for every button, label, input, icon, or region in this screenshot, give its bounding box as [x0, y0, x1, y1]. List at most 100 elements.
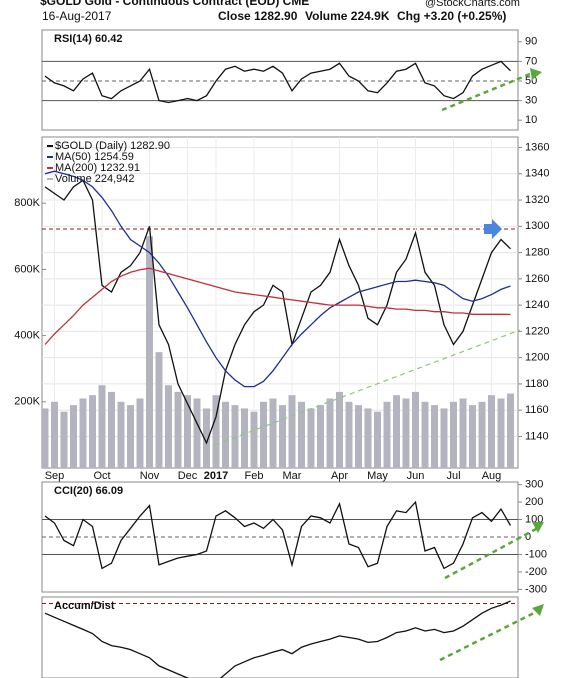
x-tick-label: 2017: [204, 470, 228, 482]
y-tick-label: 1200: [525, 352, 549, 364]
volume-bar: [193, 398, 201, 468]
volume-bar: [497, 398, 505, 468]
y-tick-label: 1220: [525, 325, 549, 337]
volume-bar: [364, 408, 372, 468]
panel-plot: [42, 137, 518, 468]
volume-bar: [127, 405, 134, 468]
volume-bar: [42, 408, 49, 468]
volume-bar: [383, 401, 391, 468]
volume-bar: [440, 408, 448, 468]
y-tick-label: 1260: [525, 273, 549, 285]
series-line: [44, 500, 512, 570]
volume-bar: [250, 411, 258, 468]
volume-bar: [260, 401, 267, 468]
volume-bar: [374, 411, 381, 468]
volume-bar: [212, 395, 220, 468]
volume-bar: [60, 411, 68, 468]
x-tick-label: Sep: [45, 470, 65, 482]
volume-bar: [469, 405, 476, 468]
x-tick-label: Dec: [178, 470, 198, 482]
y2-tick-label: 200K: [14, 396, 40, 408]
close: Close 1282.90: [218, 9, 298, 23]
y-tick-label: -300: [525, 583, 547, 595]
volume-bar: [98, 385, 106, 468]
volume-bar: [298, 401, 305, 468]
y-tick-label: 1140: [525, 430, 549, 442]
y-tick-label: 200: [525, 496, 543, 508]
volume-bar: [459, 398, 467, 468]
legend-title: CCI(20) 66.09: [54, 485, 123, 497]
volume-bar: [317, 405, 324, 468]
x-tick-label: Apr: [331, 470, 348, 482]
volume-bar: [89, 395, 96, 468]
volume-bar: [155, 352, 163, 468]
volume-bar: [203, 408, 210, 468]
x-tick-label: Jun: [407, 470, 425, 482]
volume-bar: [336, 391, 343, 468]
x-tick-label: May: [367, 470, 388, 482]
volume-bar: [450, 401, 457, 468]
y-tick-label: 30: [525, 94, 537, 106]
volume-bar: [488, 395, 495, 468]
legend-entry: $GOLD (Daily) 1282.90: [55, 140, 170, 152]
y2-tick-label: 800K: [14, 197, 40, 209]
y-tick-label: 1240: [525, 299, 549, 311]
y-tick-label: 1280: [525, 246, 549, 258]
x-tick-label: Aug: [482, 470, 502, 482]
volume-bar: [108, 391, 115, 468]
chart-title: $GOLD Gold - Continuous Contract (EOD) C…: [40, 0, 309, 8]
series-line: [44, 170, 511, 388]
volume-bar: [117, 401, 125, 468]
arrows: [484, 68, 544, 616]
volume-bar: [307, 408, 315, 468]
volume-bar: [174, 391, 182, 468]
x-tick-label: Oct: [93, 470, 110, 482]
volume-bar: [70, 405, 77, 468]
x-tick-label: Mar: [283, 470, 302, 482]
y-tick-label: 10: [525, 114, 537, 126]
volume-bar: [51, 401, 58, 468]
x-tick-label: Jul: [446, 470, 460, 482]
volume-bar: [393, 395, 400, 468]
panel-plot: [42, 600, 518, 678]
volume-bar: [146, 236, 153, 468]
y-tick-label: 70: [525, 55, 537, 67]
y-tick-label: 1180: [525, 378, 549, 390]
x-tick-label: Feb: [245, 470, 264, 482]
series-line: [44, 267, 511, 345]
legend-entry: MA(200) 1232.91: [55, 162, 140, 174]
legend-title: RSI(14) 60.42: [54, 33, 122, 45]
volume-bar: [402, 398, 410, 468]
volume-bar: [431, 405, 438, 468]
y2-tick-label: 600K: [14, 263, 40, 275]
change: Chg +3.20 (+0.25%): [397, 9, 506, 23]
legend-title: Accum/Dist: [54, 600, 115, 612]
volume-bar: [288, 395, 296, 468]
y-tick-label: -200: [525, 566, 547, 578]
volume-bar: [326, 398, 334, 468]
y-tick-label: 300: [525, 479, 543, 491]
y-tick-label: 0: [525, 531, 531, 543]
volume-bar: [421, 401, 429, 468]
legend-entry: MA(50) 1254.59: [55, 151, 134, 163]
volume-bar: [79, 398, 87, 468]
panel-plot: [42, 500, 518, 570]
y-tick-label: -100: [525, 548, 547, 560]
y-tick-label: 1300: [525, 220, 549, 232]
series-line: [44, 600, 511, 678]
volume: Volume 224.9K: [305, 9, 390, 23]
volume-bar: [165, 385, 172, 468]
series-line: [44, 60, 511, 104]
annotations: [214, 70, 541, 662]
y-tick-label: 1360: [525, 141, 549, 153]
volume-bar: [412, 391, 419, 468]
panel-frame: [41, 596, 519, 678]
x-tick-label: Nov: [140, 470, 160, 482]
legend-entry: Volume 224,942: [55, 173, 135, 185]
source: @StockCharts.com: [425, 0, 520, 9]
volume-bar: [231, 405, 239, 468]
volume-bar: [355, 405, 362, 468]
panel-frame: [41, 29, 519, 131]
